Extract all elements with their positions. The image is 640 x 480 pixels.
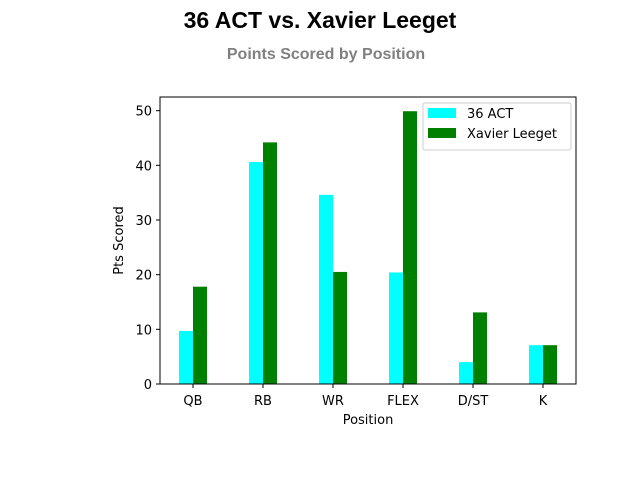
bar-series2-k	[543, 345, 557, 384]
y-axis-ticks: 0 10 20 30 40 50	[135, 105, 160, 393]
legend-label-series1: 36 ACT	[467, 107, 513, 122]
legend-box	[422, 102, 572, 151]
y-tick-label: 10	[135, 323, 152, 338]
chart-title: 36 ACT vs. Xavier Leeget	[184, 7, 457, 33]
y-tick-label: 0	[144, 378, 152, 393]
bar-series2-flex	[403, 111, 417, 385]
bar-series1-flex	[389, 272, 403, 384]
legend-swatch-series1	[428, 108, 456, 118]
bar-series1-k	[529, 345, 543, 384]
bar-series1-rb	[249, 162, 263, 384]
bar-series2-rb	[263, 142, 277, 384]
bars-group	[179, 111, 557, 385]
x-tick-label: D/ST	[458, 394, 489, 409]
y-tick-label: 50	[135, 105, 152, 120]
x-tick-label: K	[539, 394, 548, 409]
legend: 36 ACT Xavier Leeget	[422, 102, 572, 151]
bar-series2-dst	[473, 312, 487, 384]
legend-swatch-series2	[428, 128, 456, 138]
chart-subtitle: Points Scored by Position	[227, 46, 425, 63]
bar-series2-qb	[193, 286, 207, 384]
y-tick-label: 30	[135, 214, 152, 229]
y-tick-label: 40	[135, 159, 152, 174]
x-tick-label: WR	[322, 394, 344, 409]
x-tick-label: QB	[183, 394, 202, 409]
x-axis-label: Position	[343, 413, 394, 428]
bar-series1-wr	[319, 194, 333, 384]
bar-series1-dst	[459, 362, 473, 384]
bar-series1-qb	[179, 330, 193, 384]
x-axis-ticks: QB RB WR FLEX D/ST K	[183, 384, 548, 409]
y-axis-label: Pts Scored	[112, 206, 127, 275]
y-tick-label: 20	[135, 269, 152, 284]
bar-series2-wr	[333, 271, 347, 384]
legend-label-series2: Xavier Leeget	[467, 127, 557, 142]
x-tick-label: FLEX	[387, 394, 419, 409]
plot-frame	[159, 96, 577, 385]
x-tick-label: RB	[254, 394, 272, 409]
